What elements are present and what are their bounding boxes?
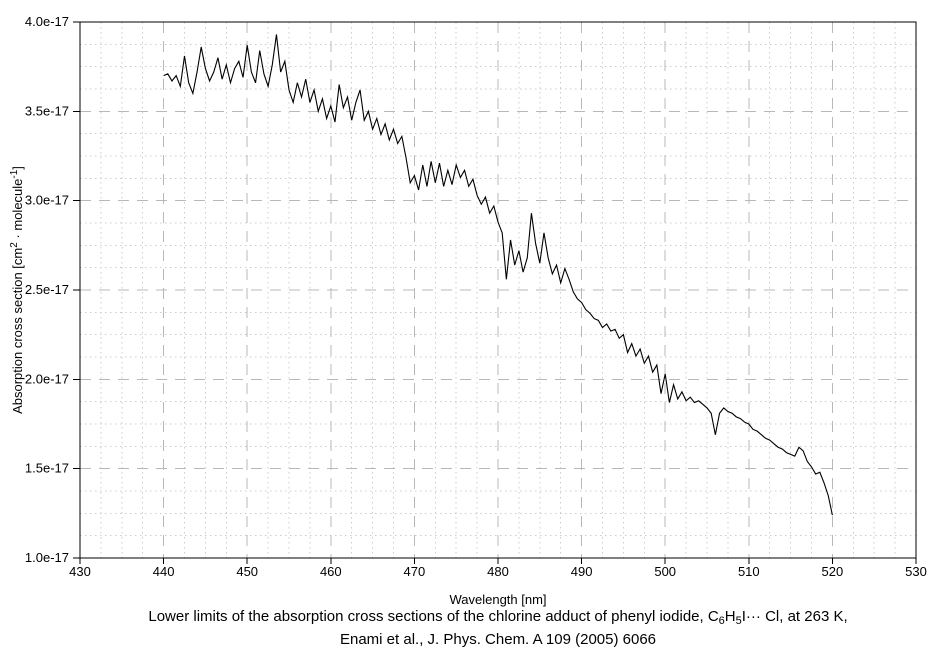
grid-major-lines bbox=[80, 22, 916, 558]
x-tick-label: 530 bbox=[905, 564, 927, 579]
y-tick-label: 3.0e-17 bbox=[25, 193, 69, 208]
text-segment: I··· Cl, at 263 K, bbox=[741, 608, 848, 625]
caption-line-1: Lower limits of the absorption cross sec… bbox=[148, 608, 847, 627]
text-segment: ] bbox=[10, 166, 25, 170]
y-tick-label: 1.0e-17 bbox=[25, 550, 69, 565]
x-tick-label: 490 bbox=[571, 564, 593, 579]
x-tick-label: 470 bbox=[404, 564, 426, 579]
y-tick-label: 3.5e-17 bbox=[25, 103, 69, 118]
text-segment: -1 bbox=[9, 169, 20, 179]
y-tick-label: 4.0e-17 bbox=[25, 14, 69, 29]
text-segment: 5 bbox=[735, 615, 742, 627]
caption-line-2: Enami et al., J. Phys. Chem. A 109 (2005… bbox=[339, 631, 657, 648]
y-tick-label: 2.5e-17 bbox=[25, 282, 69, 297]
x-tick-label: 480 bbox=[487, 564, 509, 579]
tick-labels: 430 440 450 460 470 480 490 500 510 520 530 1.0e-17… bbox=[25, 14, 927, 579]
x-tick-label: 500 bbox=[654, 564, 676, 579]
x-tick-label: 520 bbox=[822, 564, 844, 579]
text-segment: Absorption cross section [cm bbox=[10, 247, 25, 414]
y-tick-label: 2.0e-17 bbox=[25, 371, 69, 386]
data-series-layer bbox=[163, 34, 833, 516]
tick-marks bbox=[73, 21, 917, 564]
y-axis-title: Absorption cross section [cm2 · molecule… bbox=[9, 166, 25, 414]
x-tick-label: 440 bbox=[153, 564, 175, 579]
x-tick-label: 430 bbox=[69, 564, 91, 579]
text-segment: Lower limits of the absorption cross sec… bbox=[148, 608, 719, 625]
text-segment: 6 bbox=[718, 615, 725, 627]
x-tick-label: 460 bbox=[320, 564, 342, 579]
x-axis-title: Wavelength [nm] bbox=[449, 592, 546, 607]
x-tick-label: 450 bbox=[236, 564, 258, 579]
text-segment: H bbox=[724, 608, 736, 625]
x-tick-label: 510 bbox=[738, 564, 760, 579]
text-segment: · molecule bbox=[10, 178, 25, 243]
y-tick-label: 1.5e-17 bbox=[25, 461, 69, 476]
spectrum-line bbox=[163, 34, 833, 516]
text-segment: 2 bbox=[9, 242, 20, 248]
